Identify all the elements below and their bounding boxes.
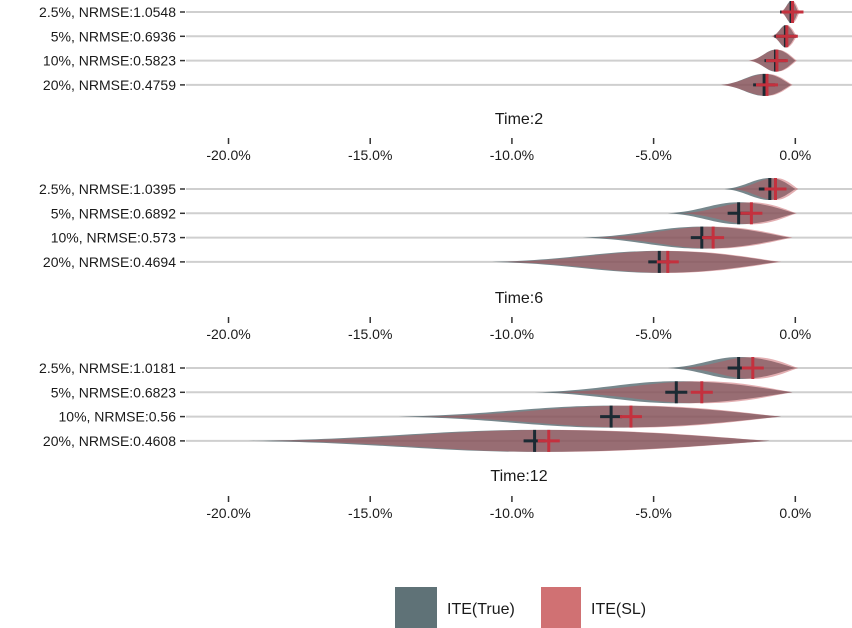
row-label: 20%, NRMSE:0.4608 xyxy=(43,433,176,449)
violin-row: 10%, NRMSE:0.56 xyxy=(59,405,852,428)
median-marker-sl xyxy=(702,226,725,249)
x-tick-label: -10.0% xyxy=(490,326,534,342)
x-tick-label: 0.0% xyxy=(779,326,811,342)
row-label: 5%, NRMSE:0.6892 xyxy=(51,205,176,221)
panel-title: Time:6 xyxy=(495,290,543,307)
panel-title: Time:12 xyxy=(490,468,547,485)
row-label: 20%, NRMSE:0.4694 xyxy=(43,254,176,270)
row-label: 2.5%, NRMSE:1.0181 xyxy=(39,360,176,376)
median-marker-true xyxy=(665,381,688,404)
row-label: 20%, NRMSE:0.4759 xyxy=(43,77,176,93)
row-label: 5%, NRMSE:0.6936 xyxy=(51,28,176,44)
violin-row: 5%, NRMSE:0.6892 xyxy=(51,202,852,225)
legend-item-true: ITE(True) xyxy=(395,587,515,628)
median-marker-sl xyxy=(755,73,778,96)
legend-swatch xyxy=(541,587,581,628)
median-marker-sl xyxy=(775,25,798,48)
median-marker-sl xyxy=(690,381,713,404)
legend-item-sl: ITE(SL) xyxy=(541,587,646,628)
violin-row: 2.5%, NRMSE:1.0548 xyxy=(39,1,852,23)
violin-row: 20%, NRMSE:0.4694 xyxy=(43,250,852,273)
violin-row: 20%, NRMSE:0.4608 xyxy=(43,429,852,452)
violin-true xyxy=(398,405,782,428)
x-tick-label: -20.0% xyxy=(206,326,250,342)
legend-label: ITE(True) xyxy=(447,601,515,618)
median-marker-sl xyxy=(740,202,763,225)
x-tick-label: -15.0% xyxy=(348,147,392,163)
x-tick-label: 0.0% xyxy=(779,505,811,521)
panel-0: 2.5%, NRMSE:1.0548 5%, NRMSE:0.6936 10%, N… xyxy=(39,1,852,163)
violin-row: 10%, NRMSE:0.5823 xyxy=(43,49,852,72)
violin-row: 2.5%, NRMSE:1.0395 xyxy=(39,178,852,200)
median-marker-sl xyxy=(765,49,788,72)
violin-row: 5%, NRMSE:0.6823 xyxy=(51,381,852,404)
violin-true xyxy=(534,381,793,404)
row-label: 10%, NRMSE:0.573 xyxy=(51,230,176,246)
x-tick-label: -15.0% xyxy=(348,326,392,342)
x-axis: -20.0% -15.0% -10.0% -5.0% 0.0% xyxy=(206,496,811,521)
median-marker-sl xyxy=(619,405,642,428)
x-tick-label: -5.0% xyxy=(635,147,672,163)
panels-layer: 2.5%, NRMSE:1.0548 5%, NRMSE:0.6936 10%, N… xyxy=(39,1,852,521)
panel-2: Time:6 2.5%, NRMSE:1.0181 5%, NRMSE:0.6823… xyxy=(39,290,852,521)
x-tick-label: -5.0% xyxy=(635,505,672,521)
median-marker-sl xyxy=(781,1,804,23)
violin-true xyxy=(248,429,770,452)
median-marker-true xyxy=(600,405,623,428)
x-tick-label: -15.0% xyxy=(348,505,392,521)
row-label: 5%, NRMSE:0.6823 xyxy=(51,384,176,400)
x-tick-label: -20.0% xyxy=(206,147,250,163)
legend-swatch xyxy=(395,587,437,628)
violin-true xyxy=(582,226,790,249)
x-tick-label: 0.0% xyxy=(779,147,811,163)
row-label: 2.5%, NRMSE:1.0395 xyxy=(39,181,176,197)
violin-row: 10%, NRMSE:0.573 xyxy=(51,226,852,249)
violin-true xyxy=(492,250,779,273)
row-label: 10%, NRMSE:0.56 xyxy=(59,409,177,425)
panel-3: Time:12 xyxy=(490,468,547,485)
violin-sl xyxy=(503,250,782,273)
violin-sl xyxy=(271,429,770,452)
x-axis: -20.0% -15.0% -10.0% -5.0% 0.0% xyxy=(206,138,811,163)
row-label: 2.5%, NRMSE:1.0548 xyxy=(39,4,176,20)
violin-row: 5%, NRMSE:0.6936 xyxy=(51,25,852,48)
legend-label: ITE(SL) xyxy=(591,601,646,618)
violin-row: 2.5%, NRMSE:1.0181 xyxy=(39,357,852,379)
violin-row: 20%, NRMSE:0.4759 xyxy=(43,73,852,96)
x-tick-label: -20.0% xyxy=(206,505,250,521)
median-marker-sl xyxy=(656,250,679,273)
median-marker-sl xyxy=(537,429,560,452)
row-label: 10%, NRMSE:0.5823 xyxy=(43,53,176,69)
legend: ITE(True) ITE(SL) xyxy=(395,587,646,628)
x-axis: -20.0% -15.0% -10.0% -5.0% 0.0% xyxy=(206,317,811,342)
x-tick-label: -5.0% xyxy=(635,326,672,342)
median-marker-sl xyxy=(764,178,787,200)
x-tick-label: -10.0% xyxy=(490,147,534,163)
panel-1: Time:2 2.5%, NRMSE:1.0395 5%, NRMSE:0.6892… xyxy=(39,111,852,342)
x-tick-label: -10.0% xyxy=(490,505,534,521)
median-marker-sl xyxy=(741,357,764,379)
panel-title: Time:2 xyxy=(495,111,543,128)
